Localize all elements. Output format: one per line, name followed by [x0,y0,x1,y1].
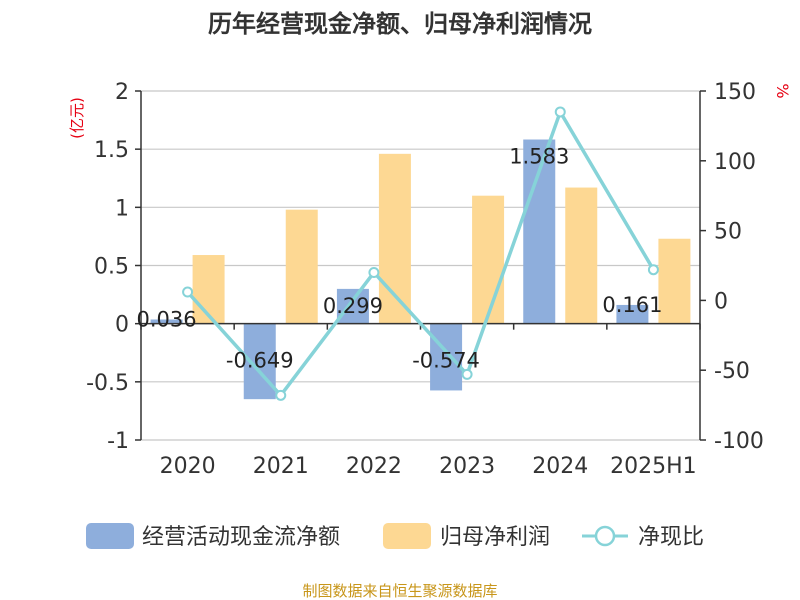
right-axis-ticks: 150 100 50 0 -50 -100 [700,80,764,454]
x-tick-label: 2023 [439,454,495,479]
gridlines [141,90,700,441]
left-tick-label: 2 [115,80,129,105]
left-axis-ticks: 2 1.5 1 0.5 0 -0.5 -1 [86,80,141,454]
bar-value-label: 0.036 [137,307,197,331]
data-source-note: 制图数据来自恒生聚源数据库 [302,582,497,600]
x-tick-label: 2020 [160,454,216,479]
bar-cashflow [336,288,369,324]
right-tick-label: 150 [714,80,756,105]
x-tick-label: 2021 [253,454,309,479]
bar-netprofit [658,238,691,324]
right-tick-label: 100 [714,150,756,175]
bar-netprofit [472,195,505,324]
legend: 经营活动现金流净额 归母净利润 净现比 [86,523,704,550]
x-axis-ticks: 2020 2021 2022 2023 2024 2025H1 [160,454,697,479]
left-tick-label: 0 [115,313,129,338]
ratio-point [554,106,566,118]
legend-swatch-cashflow [86,523,134,549]
bar-netprofit [378,153,411,324]
bar-value-label: 0.161 [602,293,662,317]
ratio-point [647,264,659,276]
x-tick-label: 2025H1 [610,454,697,479]
bar-cashflow [616,304,649,324]
bar-value-label: -0.649 [226,349,294,373]
ratio-line-path [186,110,655,398]
bar-netprofit [565,187,598,324]
legend-label-netprofit: 归母净利润 [440,525,550,550]
legend-label-cashflow: 经营活动现金流净额 [142,525,340,550]
bar-cashflow [430,323,463,391]
ratio-point [182,286,194,298]
bar-labels: 0.036 -0.649 0.299 -0.574 1.583 0.161 [137,145,663,373]
legend-marker-ratio [594,525,616,547]
legend-label-ratio: 净现比 [638,525,704,550]
left-axis-unit: (亿元) [68,97,86,139]
right-tick-label: 50 [714,220,742,245]
chart-title: 历年经营现金净额、归母净利润情况 [208,10,592,38]
bar-netprofit [285,209,318,324]
bar-value-label: 1.583 [509,145,569,169]
legend-swatch-netprofit [383,523,431,549]
ratio-point [368,266,380,278]
left-tick-label: 1 [115,196,129,221]
right-tick-label: -100 [714,429,764,454]
left-tick-label: 0.5 [94,255,129,280]
left-tick-label: 1.5 [94,138,129,163]
left-tick-label: -1 [107,429,129,454]
bar-value-label: 0.299 [323,294,383,318]
x-tick-label: 2024 [532,454,588,479]
bar-cashflow [150,319,183,324]
right-axis-unit: % [773,83,792,98]
left-tick-label: -0.5 [86,371,129,396]
right-tick-label: 0 [714,289,728,314]
ratio-point [461,368,473,380]
bar-netprofit [192,255,225,324]
ratio-point [275,389,287,401]
right-tick-label: -50 [714,359,750,384]
bars [150,139,691,400]
x-tick-label: 2022 [346,454,402,479]
bar-value-label: -0.574 [412,349,480,373]
ratio-line [182,106,659,401]
